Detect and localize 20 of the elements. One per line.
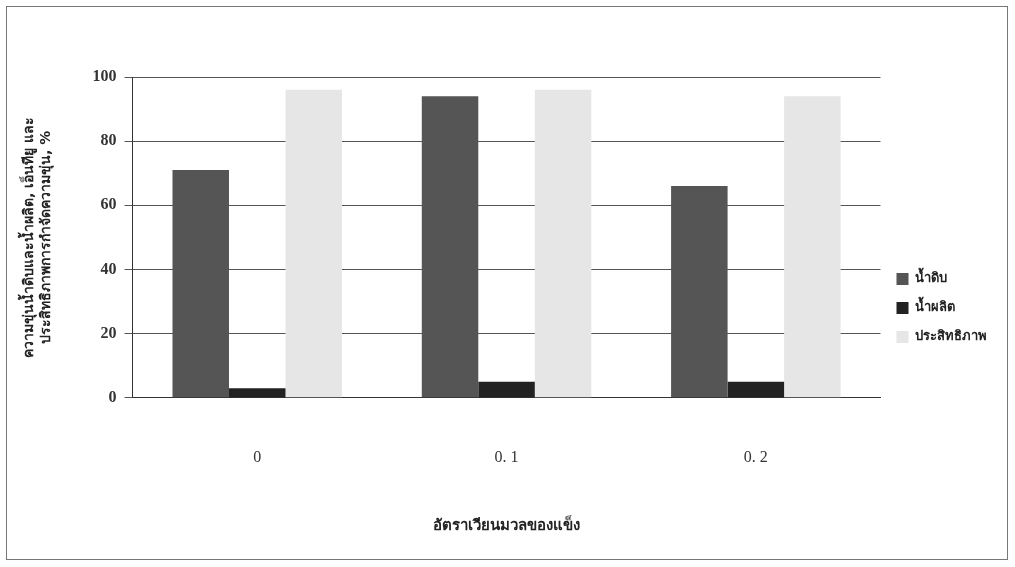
bar — [784, 96, 841, 398]
x-tick-label: 0 — [253, 447, 262, 465]
bar — [229, 388, 286, 398]
bar — [534, 89, 592, 398]
y-tick-label: 40 — [100, 259, 117, 277]
y-tick-label: 80 — [100, 131, 117, 149]
y-tick-label: 20 — [100, 323, 117, 341]
legend-label: ประสิทธิภาพ — [915, 328, 987, 344]
bar — [727, 381, 785, 398]
y-tick-label: 100 — [92, 67, 117, 85]
y-tick-label: 0 — [108, 387, 117, 405]
bar — [285, 89, 343, 398]
legend-label: น้ำผลิต — [915, 296, 955, 315]
x-axis-title: อัตราเวียนมวลของแข็ง — [433, 514, 581, 534]
bar — [478, 381, 535, 398]
x-tick-label: 0. 1 — [494, 447, 519, 465]
y-tick-label: 60 — [100, 195, 117, 213]
legend-label: น้ำดิบ — [915, 267, 947, 286]
x-tick-label: 0. 2 — [743, 447, 768, 465]
y-axis-title: ความขุ่นน้ำดิบและน้ำผลิต, เอ็นทียู และ ประสิทธิภาพการกำจัดความขุ่น, % — [17, 116, 54, 358]
